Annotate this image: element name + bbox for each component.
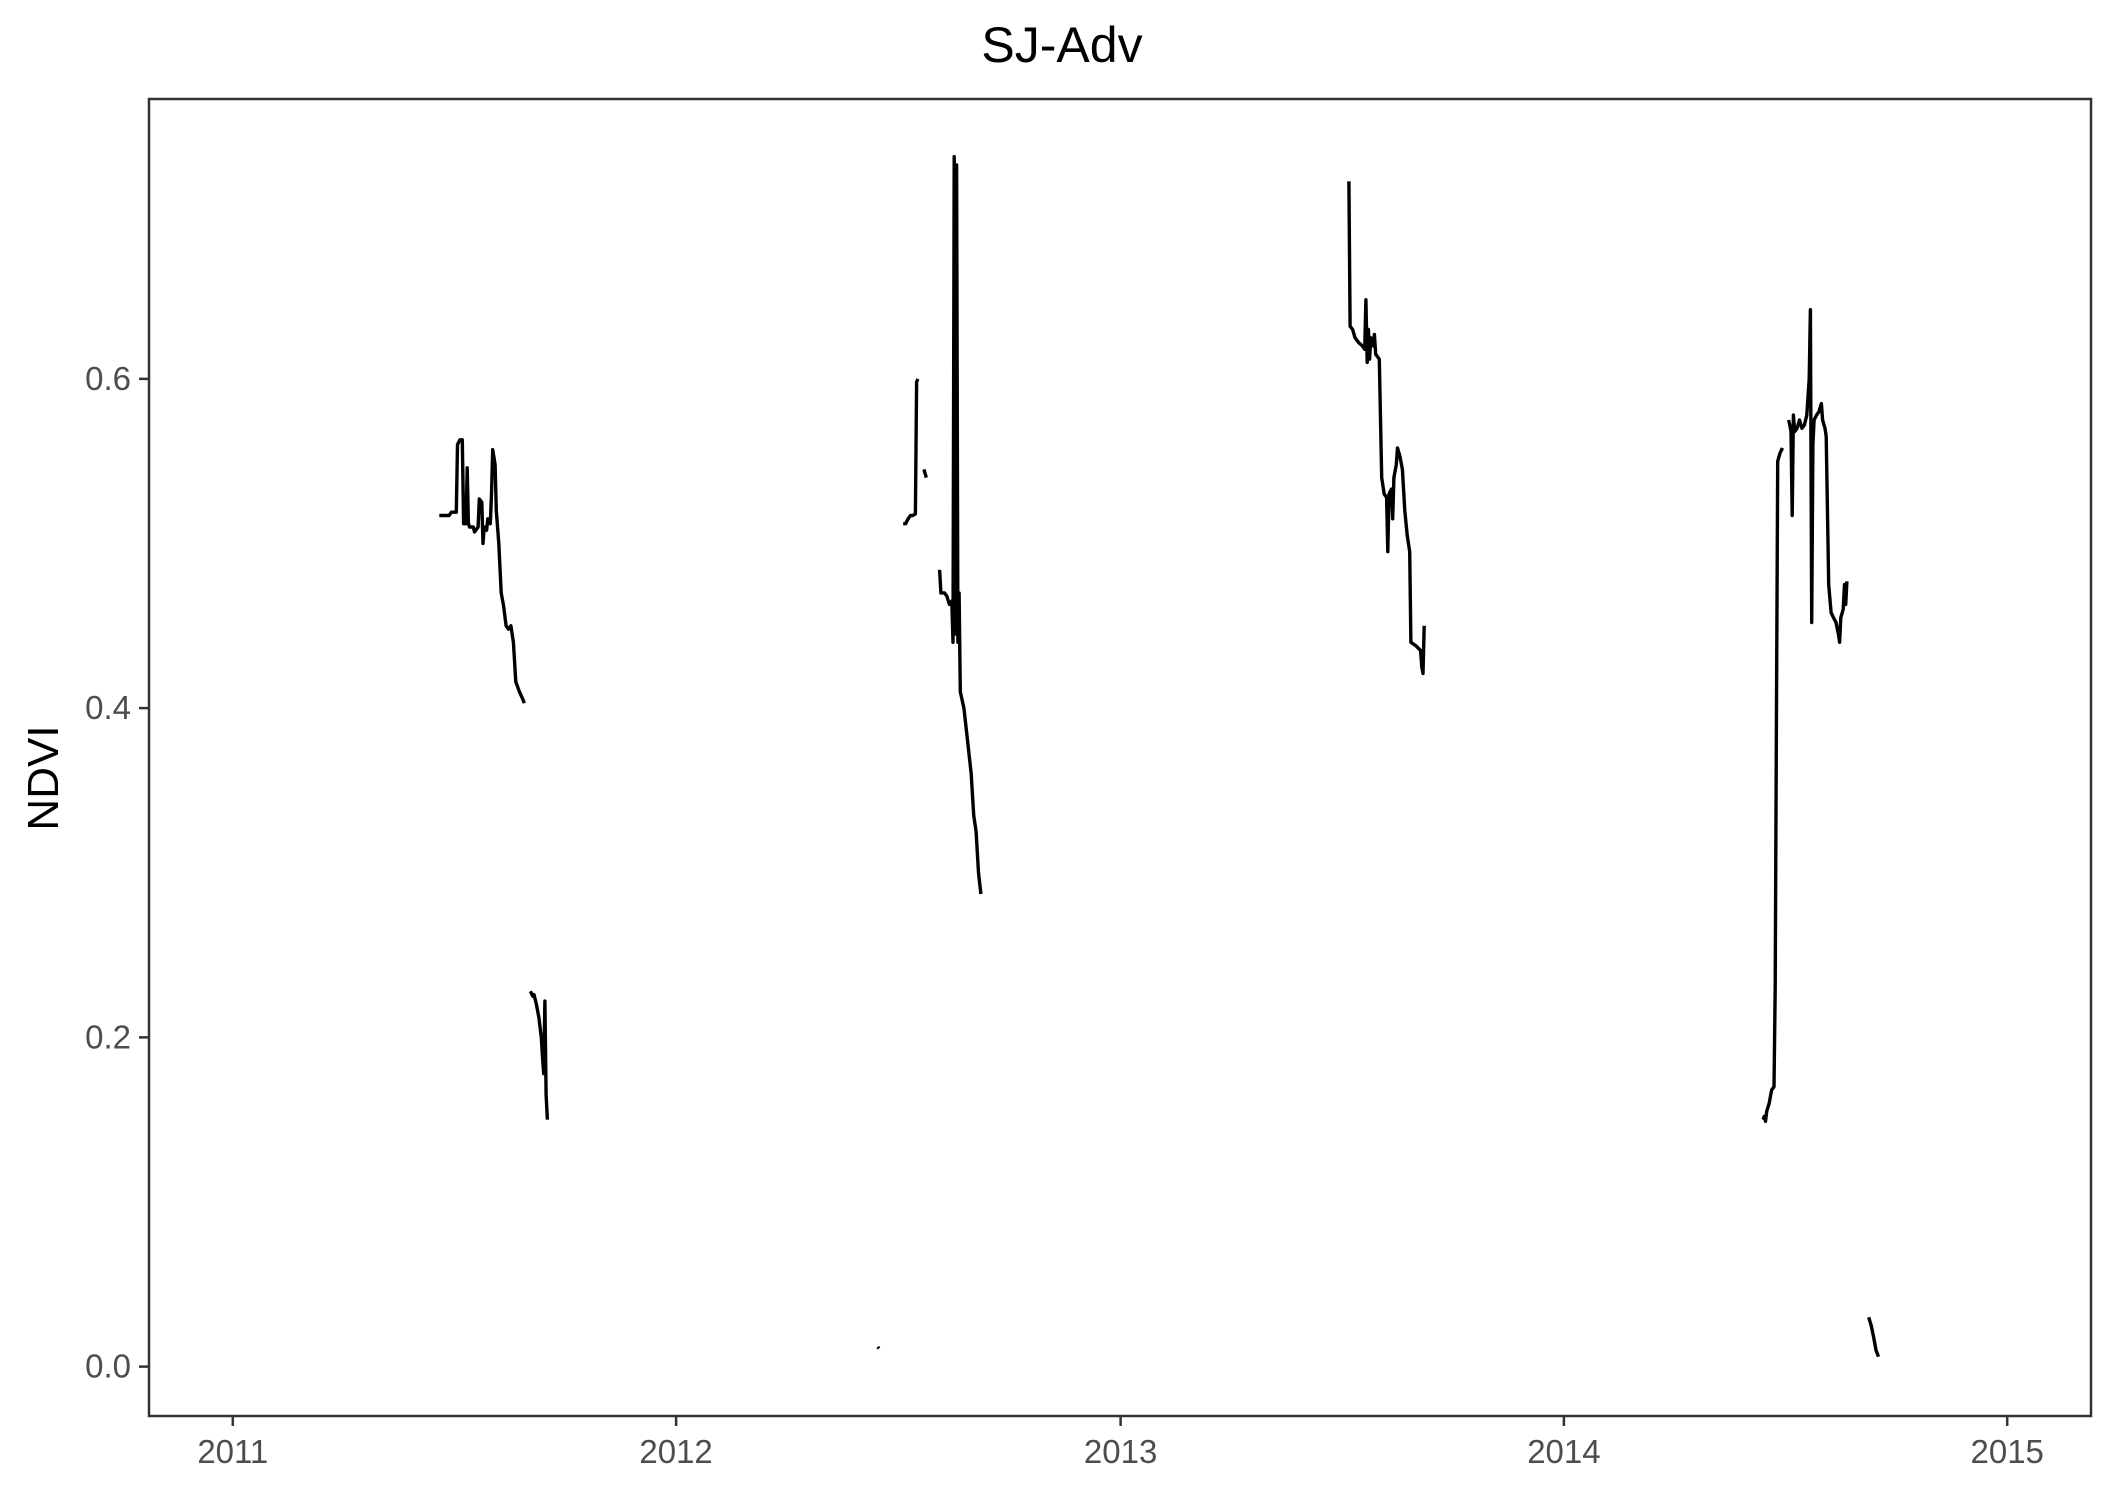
series-line-segment	[1786, 308, 1849, 644]
y-axis-label: NDVI	[19, 725, 68, 830]
x-tick-label: 2013	[1084, 1433, 1157, 1470]
x-tick-label: 2014	[1527, 1433, 1600, 1470]
y-tick-label: 0.6	[85, 360, 131, 397]
series-line-segment	[439, 438, 526, 704]
series-line-segment	[1867, 1316, 1881, 1358]
y-tick-label: 0.4	[85, 689, 131, 726]
series-line-segment	[1347, 181, 1426, 676]
series-line-segment	[1761, 447, 1785, 1124]
series-line-segment	[876, 1345, 881, 1350]
series-line-segment	[937, 154, 983, 895]
series-line-segment	[922, 468, 928, 479]
series-layer	[439, 154, 1881, 1358]
x-tick-label: 2012	[639, 1433, 712, 1470]
plot-panel	[147, 97, 2093, 1418]
y-tick-label: 0.2	[85, 1018, 131, 1055]
series-line-segment	[528, 990, 550, 1120]
x-tick-label: 2011	[197, 1433, 268, 1470]
chart-title: SJ-Adv	[981, 17, 1142, 73]
series-line-segment	[903, 378, 920, 526]
x-axis: 2011 2012 2013 2014 2015	[197, 1416, 2044, 1470]
y-tick-label: 0.0	[85, 1348, 131, 1385]
y-axis: 0.0 0.2 0.4 0.6	[85, 360, 149, 1385]
x-tick-label: 2015	[1970, 1433, 2043, 1470]
